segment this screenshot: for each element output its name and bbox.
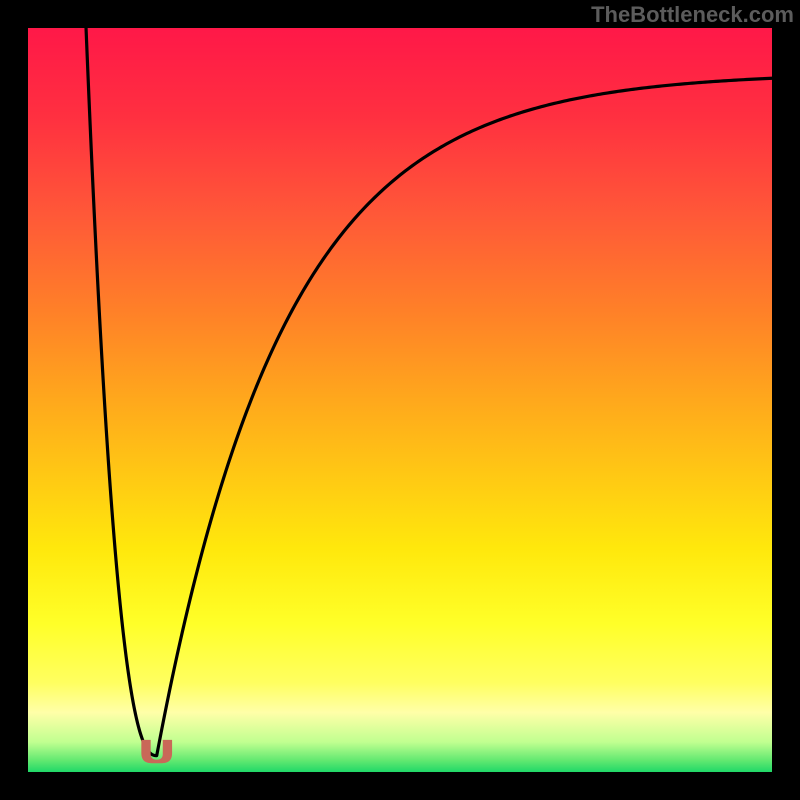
chart-svg xyxy=(0,0,800,800)
watermark-text: TheBottleneck.com xyxy=(591,2,794,28)
bottleneck-chart: TheBottleneck.com xyxy=(0,0,800,800)
chart-plot-area xyxy=(28,28,772,772)
